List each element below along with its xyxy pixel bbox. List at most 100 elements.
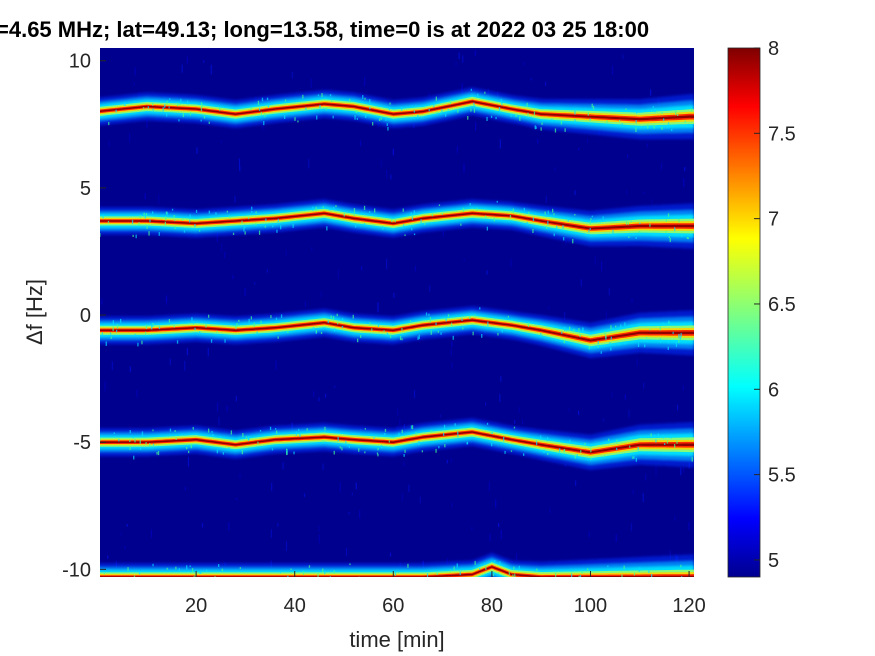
band-speck	[102, 214, 104, 219]
band-speck	[581, 570, 583, 574]
noise-speck	[676, 404, 679, 411]
noise-speck	[111, 361, 113, 370]
plot-background	[100, 48, 694, 577]
noise-speck	[187, 456, 190, 467]
noise-speck	[313, 390, 315, 397]
band-speck	[389, 334, 392, 339]
band-speck	[152, 323, 154, 328]
band-speck	[633, 456, 635, 459]
band-speck	[174, 430, 176, 433]
band-speck	[578, 328, 580, 332]
band-speck	[275, 428, 277, 430]
noise-speck	[413, 390, 416, 398]
noise-speck	[401, 493, 403, 501]
band-speck	[540, 332, 542, 338]
noise-speck	[530, 78, 532, 81]
band-speck	[152, 108, 154, 111]
noise-speck	[680, 467, 682, 476]
band-speck	[618, 342, 620, 345]
band-speck	[602, 216, 604, 219]
band-speck	[449, 99, 452, 105]
band-speck	[420, 219, 422, 224]
band-speck	[198, 230, 201, 232]
noise-speck	[458, 52, 460, 59]
band-speck	[241, 449, 243, 455]
band-speck	[324, 426, 326, 431]
band-speck	[457, 108, 459, 113]
band-speck	[165, 216, 167, 221]
band-speck	[380, 117, 382, 120]
band-speck	[664, 443, 666, 445]
band-speck	[486, 422, 489, 425]
band-speck	[386, 123, 388, 126]
band-speck	[692, 585, 693, 587]
band-speck	[484, 91, 486, 94]
band-speck	[536, 440, 538, 446]
band-speck	[435, 448, 437, 453]
band-speck	[394, 219, 396, 223]
band-layer	[100, 319, 694, 342]
band-speck	[258, 230, 261, 235]
band-speck	[505, 575, 507, 577]
band-speck	[182, 113, 184, 118]
band-speck	[659, 326, 661, 331]
band-speck	[680, 564, 682, 568]
band-speck	[491, 442, 493, 447]
band-speck	[659, 338, 662, 343]
band-speck	[610, 347, 612, 351]
band-speck	[486, 226, 488, 231]
band-speck	[145, 442, 147, 445]
noise-speck	[625, 190, 628, 194]
band-speck	[299, 586, 300, 589]
band-speck	[349, 563, 351, 566]
band-speck	[141, 340, 143, 345]
band-speck	[195, 209, 198, 213]
band-speck	[352, 314, 354, 319]
band-speck	[137, 342, 139, 347]
band-speck	[477, 93, 479, 98]
band-layer	[100, 318, 694, 343]
band-speck	[457, 434, 459, 438]
band-speck	[589, 228, 591, 230]
band-speck	[542, 577, 543, 581]
band-speck	[647, 590, 648, 592]
noise-speck	[186, 348, 188, 356]
band-speck	[403, 454, 405, 457]
band-speck	[215, 212, 217, 215]
band-speck	[637, 446, 639, 451]
band-speck	[158, 326, 161, 330]
noise-speck	[446, 459, 448, 464]
band-speck	[109, 332, 112, 335]
band-speck	[329, 94, 332, 97]
band-speck	[404, 234, 406, 236]
band-speck	[336, 313, 338, 317]
band-speck	[428, 313, 430, 316]
x-tick-label: 100	[574, 595, 607, 617]
noise-speck	[235, 395, 237, 402]
x-axis-ticks: 20 40 60 80 100 120	[185, 571, 706, 617]
band-speck	[447, 314, 450, 318]
noise-speck	[126, 524, 128, 527]
band-speck	[438, 445, 440, 449]
band-speck	[363, 223, 366, 225]
band-speck	[474, 314, 476, 318]
band-speck	[678, 333, 680, 339]
band-speck	[646, 336, 648, 339]
band-speck	[664, 581, 665, 583]
noise-speck	[498, 523, 500, 528]
noise-speck	[348, 511, 350, 515]
band-speck	[257, 441, 259, 445]
band-speck	[496, 200, 498, 203]
colorbar-tick-label: 6	[768, 379, 779, 401]
band-speck	[546, 226, 548, 230]
noise-speck	[674, 515, 676, 521]
band-speck	[441, 213, 443, 215]
band-speck	[500, 98, 502, 102]
band-speck	[280, 225, 282, 230]
noise-speck	[669, 550, 671, 559]
band-speck	[676, 440, 678, 444]
band-speck	[411, 216, 414, 221]
signal-bands	[100, 87, 694, 592]
band-speck	[357, 338, 359, 343]
band-speck	[290, 568, 292, 570]
